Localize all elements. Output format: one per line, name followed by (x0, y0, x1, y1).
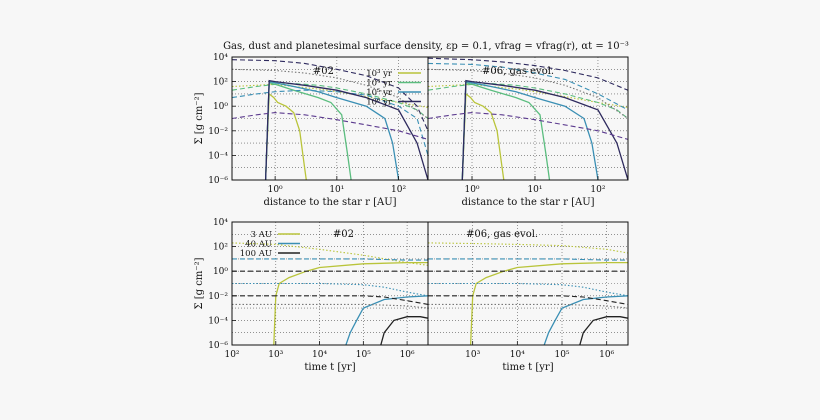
legend-label: 3 AU (251, 230, 272, 240)
x-tick-label: 10¹ (329, 185, 344, 195)
series-line (428, 242, 628, 254)
series-line (264, 81, 352, 180)
series-line (428, 83, 628, 108)
series-group (428, 57, 628, 180)
legend-label: 40 AU (245, 240, 272, 250)
legend-label: 10⁶ yr (366, 98, 393, 108)
panel-bottom-right: 10³ 10⁴ 10⁵ 10⁶ time t [yr] #06, gas evol. (427, 221, 629, 373)
series-line (232, 258, 428, 261)
y-tick-label: 10⁻⁴ (208, 151, 228, 161)
series-line (428, 295, 628, 305)
x-axis-label: time t [yr] (502, 362, 553, 373)
panel-annotation: #06, gas evol. (482, 66, 554, 77)
figure-title: Gas, dust and planetesimal surface densi… (223, 41, 629, 52)
series-line (232, 112, 428, 140)
series-line (264, 79, 428, 180)
series-line (232, 68, 428, 119)
series-line (461, 80, 599, 180)
legend-label: 10⁵ yr (366, 88, 393, 98)
plot-frame (427, 221, 629, 346)
series-line (428, 112, 628, 140)
x-tick-label: 10⁴ (510, 350, 525, 360)
y-tick-label: 10⁻² (208, 127, 228, 137)
x-tick-label: 10¹ (527, 185, 542, 195)
y-tick-label: 10⁰ (213, 267, 228, 277)
panel-top-left: 10⁰ 10¹ 10² 10⁴ 10² 10⁰ 10⁻² 10⁻⁴ 10⁻⁶ distance t… (194, 53, 429, 208)
series-line (345, 295, 428, 345)
y-tick-label: 10² (213, 243, 228, 253)
series-line (232, 59, 428, 132)
panel-annotation: #06, gas evol. (466, 229, 538, 240)
panel-bottom-left: 10² 10³ 10⁴ 10⁵ 10⁶ 10⁴ 10² 10⁰ 10⁻² 10⁻⁴ 10⁻⁶ time… (194, 218, 429, 373)
series-line (461, 92, 505, 180)
x-axis-label: distance to the star r [AU] (263, 197, 396, 208)
series-line (579, 316, 628, 345)
x-tick-label: 10³ (268, 350, 283, 360)
y-tick-label: 10⁻⁶ (208, 176, 228, 186)
panel-annotation: #02 (313, 66, 334, 77)
series-line (461, 79, 628, 180)
x-axis-label: distance to the star r [AU] (461, 197, 594, 208)
x-tick-label: 10² (590, 185, 605, 195)
series-line (232, 89, 428, 156)
x-tick-label: 10⁰ (268, 185, 283, 195)
y-tick-label: 10⁻⁶ (208, 341, 228, 351)
series-line (264, 80, 400, 180)
y-tick-label: 10² (213, 78, 228, 88)
legend-label: 10⁴ yr (366, 79, 393, 89)
y-tick-label: 10⁴ (213, 218, 228, 228)
series-line (232, 82, 428, 119)
y-axis-label: Σ [g cm⁻²] (194, 92, 205, 144)
series-line (428, 57, 628, 91)
x-tick-label: 10² (224, 350, 239, 360)
series-line (232, 303, 428, 309)
x-tick-label: 10³ (465, 350, 480, 360)
x-tick-label: 10⁰ (464, 185, 479, 195)
x-tick-label: 10⁴ (312, 350, 327, 360)
series-line (232, 295, 428, 305)
series-line (232, 282, 428, 297)
y-axis-label: Σ [g cm⁻²] (194, 257, 205, 309)
x-tick-label: 10⁵ (554, 350, 569, 360)
series-line (428, 282, 628, 297)
x-tick-label: 10⁶ (400, 350, 415, 360)
series-line (232, 242, 428, 266)
y-tick-label: 10⁻² (208, 292, 228, 302)
series-line (264, 92, 307, 180)
x-axis-label: time t [yr] (304, 362, 355, 373)
series-line (428, 62, 628, 111)
y-tick-label: 10⁰ (213, 102, 228, 112)
series-line (428, 82, 628, 119)
legend-label: 10³ yr (366, 69, 393, 79)
series-line (461, 81, 551, 180)
series-line (380, 316, 428, 345)
x-tick-label: 10⁶ (599, 350, 614, 360)
x-tick-label: 10² (391, 185, 406, 195)
series-line (428, 303, 628, 309)
panel-annotation: #02 (333, 229, 354, 240)
panel-top-right: 10⁰ 10¹ 10² distance to the star r [AU] #06,… (427, 56, 629, 208)
series-group (232, 242, 428, 345)
y-tick-label: 10⁴ (213, 53, 228, 63)
legend-label: 100 AU (240, 249, 272, 259)
series-line (543, 295, 628, 345)
series-group (232, 59, 428, 180)
x-tick-label: 10⁵ (356, 350, 371, 360)
plot-frame (427, 56, 629, 181)
series-group (428, 242, 628, 345)
series-line (428, 258, 628, 261)
y-tick-label: 10⁻⁴ (208, 316, 228, 326)
